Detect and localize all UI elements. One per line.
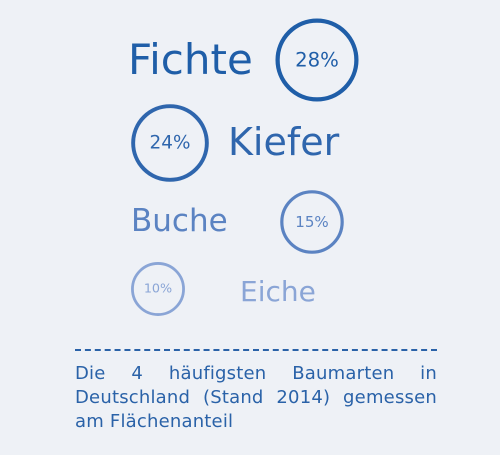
- bubble-kiefer: [131, 104, 209, 182]
- dashed-divider: [75, 349, 437, 351]
- value-label-eiche: 10%: [144, 282, 172, 297]
- category-label-kiefer: Kiefer: [228, 120, 340, 164]
- chart-caption: Die 4 häufigsten Baumarten in Deutschlan…: [75, 363, 437, 432]
- bubble-eiche: [131, 262, 185, 316]
- value-label-fichte: 28%: [295, 49, 339, 72]
- category-label-eiche: Eiche: [240, 275, 316, 308]
- category-label-fichte: Fichte: [128, 35, 253, 84]
- value-label-kiefer: 24%: [150, 133, 191, 154]
- tree-species-bubble-chart: 28% Fichte 24% Kiefer 15% Buche 10% Eiche: [128, 18, 359, 316]
- category-label-buche: Buche: [131, 203, 228, 239]
- bubble-fichte: [275, 18, 359, 102]
- value-label-buche: 15%: [295, 213, 329, 231]
- bubble-buche: [280, 190, 344, 254]
